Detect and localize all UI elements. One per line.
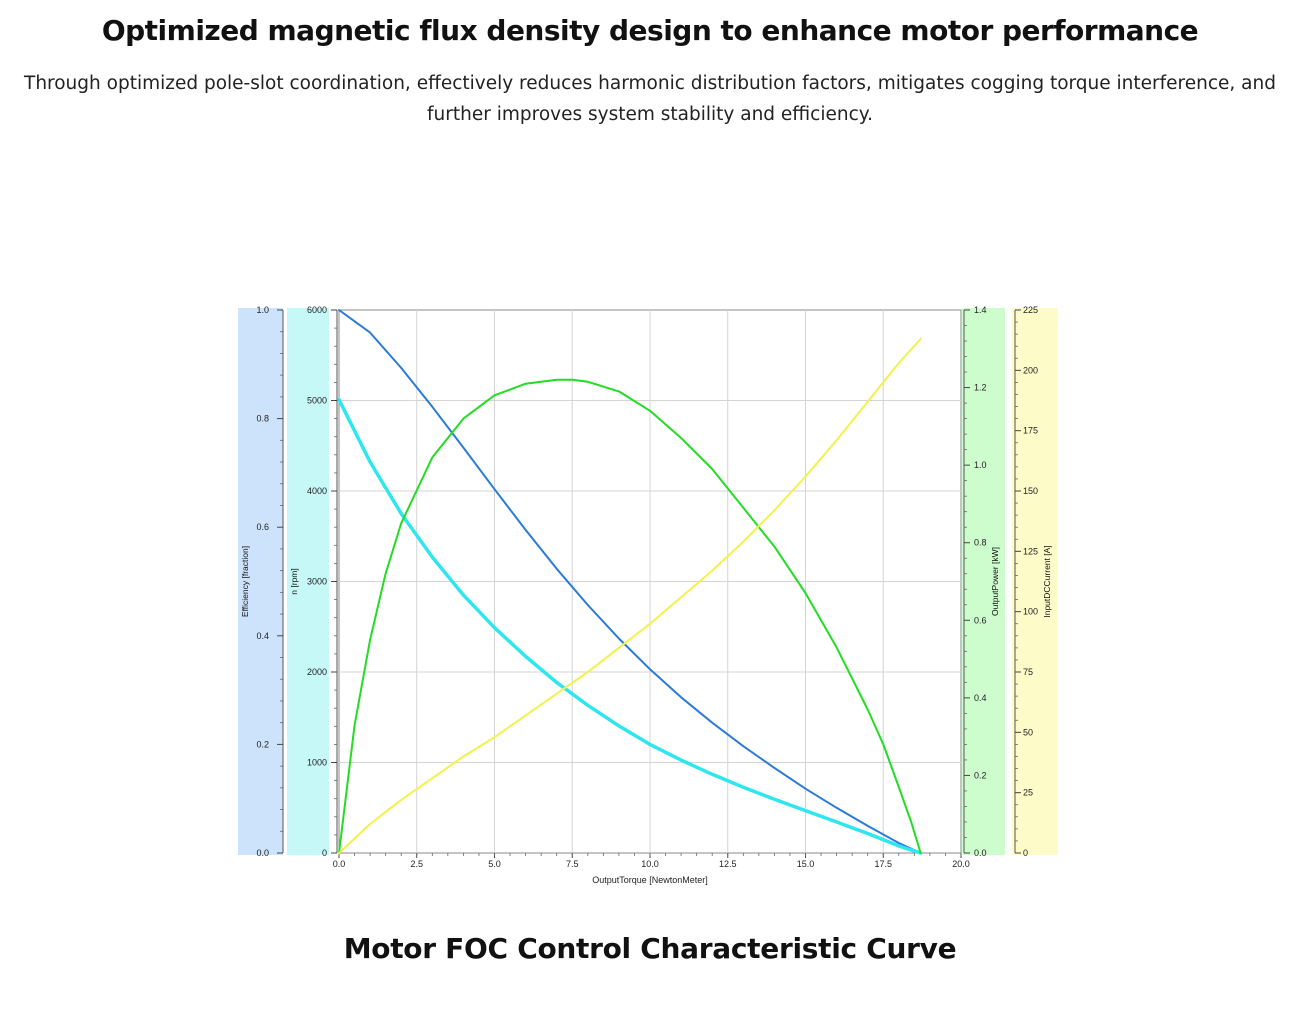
power-tick-label: 0.8 [974,538,987,548]
speed-tick-label: 5000 [307,396,327,406]
speed-tick-label: 0 [322,848,327,858]
power-series-line [338,378,922,854]
efficiency-tick-label: 0.4 [256,631,269,641]
power-tick-label: 0.2 [974,770,987,780]
characteristic-chart: 0.0 2.5 5.0 7.5 10.0 12.5 15.0 17.5 20.0 OutputTo… [0,290,1300,900]
x-tick-label: 12.5 [719,859,737,869]
power-tick-label: 0.0 [974,848,987,858]
current-series-line [338,338,922,854]
current-tick-label: 25 [1023,788,1033,798]
power-tick-label: 1.4 [974,305,987,315]
efficiency-axis-title: Efficiency [fraction] [240,546,250,617]
current-tick-label: 175 [1023,426,1038,436]
current-tick-label: 0 [1023,848,1028,858]
x-tick-label: 5.0 [488,859,501,869]
page-title: Optimized magnetic flux density design t… [101,14,1199,47]
chart-svg: 0.0 2.5 5.0 7.5 10.0 12.5 15.0 17.5 20.0 OutputTo… [238,305,1058,885]
speed-tick-label: 4000 [307,486,327,496]
x-tick-label: 0.0 [333,859,346,869]
efficiency-tick-label: 0.6 [256,522,269,532]
current-tick-label: 100 [1023,607,1038,617]
power-axis-band [962,308,1005,855]
power-tick-label: 1.2 [974,383,987,393]
x-tick-label: 10.0 [641,859,659,869]
speed-tick-label: 6000 [307,305,327,315]
page-description: Through optimized pole-slot coordination… [24,73,1276,125]
x-tick-label: 17.5 [874,859,892,869]
power-tick-label: 0.6 [974,615,987,625]
efficiency-axis-band [238,308,283,855]
current-tick-label: 225 [1023,305,1038,315]
efficiency-tick-label: 0.8 [256,414,269,424]
current-axis-band [1012,308,1058,855]
current-tick-label: 75 [1023,667,1033,677]
x-tick-label: 20.0 [952,859,970,869]
current-tick-label: 50 [1023,727,1033,737]
power-tick-label: 1.0 [974,460,987,470]
speed-tick-label: 2000 [307,667,327,677]
efficiency-tick-label: 1.0 [256,305,269,315]
speed-axis-title: n [rpm] [289,568,299,594]
power-tick-label: 0.4 [974,693,987,703]
speed-axis-band [287,308,329,855]
speed-series-line [338,309,922,854]
speed-tick-label: 3000 [307,577,327,587]
speed-tick-label: 1000 [307,758,327,768]
current-tick-label: 150 [1023,486,1038,496]
power-axis-title: OutputPower [kW] [990,547,1000,616]
efficiency-series-line [337,397,923,855]
current-axis-title: InputDCCurrent [A] [1042,545,1052,617]
x-axis-label: OutputTorque [NewtonMeter] [592,875,708,885]
chart-caption: Motor FOC Control Characteristic Curve [343,932,957,965]
efficiency-tick-label: 0.2 [256,739,269,749]
x-tick-label: 7.5 [566,859,579,869]
x-tick-label: 2.5 [410,859,423,869]
efficiency-tick-label: 0.0 [256,848,269,858]
current-tick-label: 200 [1023,365,1038,375]
current-tick-label: 125 [1023,546,1038,556]
x-tick-label: 15.0 [797,859,815,869]
